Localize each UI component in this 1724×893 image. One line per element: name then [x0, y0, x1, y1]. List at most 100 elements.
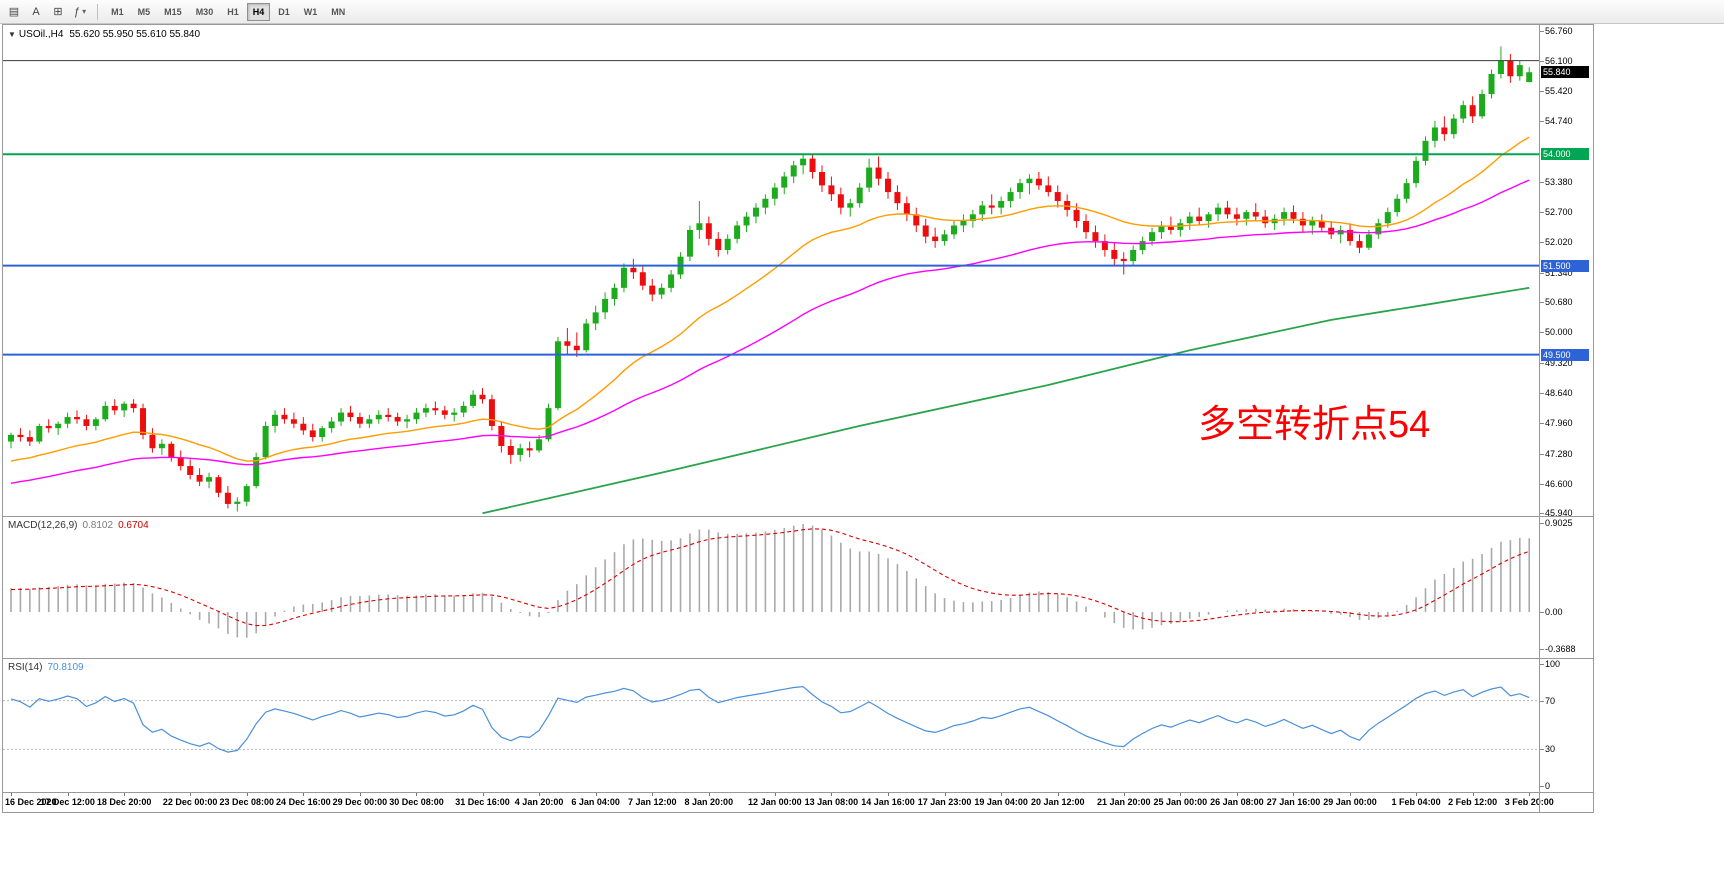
timeframe-h4[interactable]: H4: [246, 2, 271, 21]
current-price-label: 55.840: [1541, 66, 1589, 79]
indicators-button[interactable]: ƒ ▾: [70, 2, 90, 22]
time-axis-tick: [1350, 793, 1352, 796]
time-axis-tick: [190, 793, 192, 796]
main-chart-canvas[interactable]: [3, 25, 1539, 516]
timeframe-button-group: M1 M5 M15 M30 H1 H4 D1 W1 MN: [104, 2, 352, 21]
timeframe-d1[interactable]: D1: [272, 3, 296, 21]
axis-tick: [1540, 423, 1544, 425]
line-price-label: 54.000: [1541, 148, 1589, 161]
timeframe-m15[interactable]: M15: [158, 3, 188, 21]
text-tool-button[interactable]: A: [26, 2, 46, 22]
timeframe-h1[interactable]: H1: [221, 3, 245, 21]
axis-tick: [1540, 648, 1544, 650]
dropdown-caret-icon: ▾: [82, 7, 87, 16]
time-axis-tick: [539, 793, 541, 796]
timeframe-m30[interactable]: M30: [190, 3, 220, 21]
price-axis-label: 52.700: [1545, 207, 1573, 218]
chart-title: ▼ USOil.,H4 55.620 55.950 55.610 55.840: [8, 29, 200, 40]
timeframe-w1[interactable]: W1: [298, 3, 324, 21]
price-axis-label: 55.420: [1545, 85, 1573, 96]
macd-signal-value: 0.6704: [118, 520, 149, 531]
toolbar: ▤ A ⊞ ƒ ▾ M1 M5 M15 M30 H1 H4 D1 W1 MN: [0, 0, 1724, 24]
time-axis-label: 26 Jan 08:00: [1210, 797, 1264, 807]
axis-tick: [1540, 453, 1544, 455]
time-axis-tick: [652, 793, 654, 796]
time-axis-label: 2 Feb 12:00: [1448, 797, 1498, 807]
time-axis-label: 17 Dec 12:00: [40, 797, 95, 807]
time-axis-tick: [1293, 793, 1295, 796]
time-axis-label: 20 Jan 12:00: [1030, 797, 1085, 807]
axis-tick: [1540, 181, 1544, 183]
time-axis-tick: [1472, 793, 1474, 796]
rsi-axis-label: 0: [1545, 781, 1551, 791]
rsi-title: RSI(14) 70.8109: [8, 662, 84, 673]
collapse-triangle-icon[interactable]: ▼: [8, 30, 16, 39]
time-axis-tick: [1057, 793, 1059, 796]
rsi-canvas[interactable]: [3, 659, 1539, 792]
macd-panel[interactable]: MACD(12,26,9) 0.8102 0.6704 0.9025 0.00 -0.3…: [3, 517, 1593, 658]
time-axis-tick: [1123, 793, 1125, 796]
time-axis-label: 1 Feb 04:00: [1391, 797, 1441, 807]
timeframe-m1[interactable]: M1: [105, 3, 130, 21]
time-axis-tick: [1529, 793, 1531, 796]
time-axis-tick: [595, 793, 597, 796]
indicator-icon: ƒ: [74, 5, 81, 18]
time-axis-label: 25 Jan 00:00: [1153, 797, 1208, 807]
price-axis-label: 56.100: [1545, 55, 1573, 66]
main-chart-panel[interactable]: ▼ USOil.,H4 55.620 55.950 55.610 55.840 多空…: [3, 25, 1593, 516]
time-axis-label: 18 Dec 20:00: [96, 797, 152, 807]
axis-tick: [1540, 664, 1544, 665]
time-axis-label: 23 Dec 08:00: [219, 797, 275, 807]
time-axis-tick: [67, 793, 69, 796]
time-axis-tick: [708, 793, 710, 796]
time-axis-tick: [1001, 793, 1003, 796]
time-axis-tick: [303, 793, 305, 796]
axis-tick: [1540, 272, 1544, 274]
time-axis-tick: [774, 793, 776, 796]
macd-axis-label: -0.3688: [1545, 643, 1576, 654]
time-axis-label: 3 Feb 20:00: [1504, 797, 1554, 807]
axis-tick: [1540, 483, 1544, 485]
time-axis-label: 12 Jan 00:00: [748, 797, 802, 807]
macd-label: MACD(12,26,9): [8, 520, 78, 531]
price-axis-label: 56.760: [1545, 26, 1573, 37]
toolbar-separator: [97, 3, 99, 20]
time-axis-label: 29 Dec 00:00: [332, 797, 388, 807]
object-tool-button[interactable]: ⊞: [48, 2, 68, 22]
object-box-icon: ⊞: [53, 6, 63, 18]
time-axis-label: 24 Dec 16:00: [276, 797, 331, 807]
text-annotation[interactable]: 多空转折点54: [1198, 404, 1431, 446]
time-axis-tick: [124, 793, 126, 796]
time-axis-tick: [1416, 793, 1418, 796]
text-tool-icon: A: [32, 5, 40, 18]
macd-axis-label: 0.00: [1545, 607, 1563, 617]
axis-tick: [1540, 612, 1544, 613]
chart-list-button[interactable]: ▤: [4, 2, 24, 22]
time-axis-label: 16 Dec 2020: [5, 797, 57, 807]
rsi-panel[interactable]: RSI(14) 70.8109 100 70 30 0: [3, 659, 1593, 792]
timeframe-mn[interactable]: MN: [325, 3, 351, 21]
axis-tick: [1540, 392, 1544, 394]
axis-tick: [1540, 523, 1544, 524]
time-axis-label: 17 Jan 23:00: [917, 797, 972, 807]
price-axis-label: 45.940: [1545, 508, 1573, 516]
axis-tick: [1540, 749, 1544, 751]
macd-canvas[interactable]: [3, 517, 1539, 658]
time-axis-label: 29 Jan 00:00: [1323, 797, 1377, 807]
axis-tick: [1540, 700, 1544, 702]
timeframe-m5[interactable]: M5: [132, 3, 157, 21]
price-axis-label: 47.960: [1545, 418, 1573, 429]
time-axis-label: 6 Jan 04:00: [571, 797, 620, 807]
time-axis-label: 30 Dec 08:00: [389, 797, 444, 807]
time-axis-label: 27 Jan 16:00: [1266, 797, 1321, 807]
panel-separator[interactable]: [3, 516, 1593, 517]
axis-tick: [1540, 332, 1544, 334]
price-axis-label: 46.600: [1545, 478, 1573, 489]
time-axis-tick: [246, 793, 248, 796]
rsi-axis-label: 30: [1545, 744, 1556, 755]
panel-separator[interactable]: [3, 658, 1593, 659]
time-axis[interactable]: 16 Dec 2020 17 Dec 12:00 18 Dec 20:00 22 De…: [3, 793, 1593, 812]
time-axis-tick: [1180, 793, 1182, 796]
line-price-label: 51.500: [1541, 259, 1589, 272]
axis-tick: [1540, 513, 1544, 515]
